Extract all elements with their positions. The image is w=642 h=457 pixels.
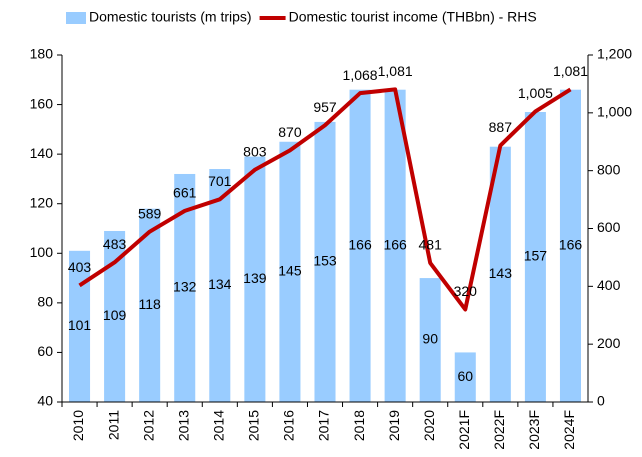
y-tick-label: 100 — [30, 244, 54, 260]
bar — [174, 173, 196, 402]
x-tick-label: 2023F — [526, 410, 542, 450]
line-value-label: 403 — [68, 259, 92, 275]
line — [78, 87, 572, 312]
y2-tick-label: 600 — [597, 219, 621, 235]
line-value-label: 481 — [419, 237, 443, 253]
x-tick-label: 2020 — [421, 410, 437, 441]
y-tick-label: 120 — [30, 194, 54, 210]
line-value-label: 803 — [243, 144, 267, 160]
y-tick-label: 80 — [37, 294, 53, 310]
y2-tick-label: 400 — [597, 277, 621, 293]
legend-label: Domestic tourist income (THBbn) - RHS — [289, 9, 537, 25]
x-tick-label: 2018 — [351, 410, 367, 441]
line-value-label: 957 — [313, 99, 337, 115]
bar-value-label: 153 — [313, 253, 337, 269]
y2-tick-label: 1,000 — [597, 104, 632, 120]
bar — [279, 141, 301, 402]
bar-value-label: 90 — [422, 331, 438, 347]
bar-value-label: 118 — [139, 296, 162, 312]
line-value-label: 1,005 — [518, 85, 553, 101]
line-value-label: 1,081 — [553, 63, 588, 79]
bar — [104, 230, 126, 402]
line-value-label: 661 — [173, 185, 197, 201]
bar-value-label: 166 — [559, 237, 583, 253]
bar-value-label: 143 — [489, 265, 513, 281]
line-value-label: 870 — [278, 124, 302, 140]
x-tick-label: 2011 — [105, 410, 121, 440]
line-value-label: 1,068 — [343, 67, 378, 83]
y2-tick-label: 800 — [597, 161, 621, 177]
line-value-label: 483 — [103, 236, 127, 252]
x-tick-label: 2014 — [211, 410, 227, 441]
line-value-label: 589 — [138, 205, 162, 221]
bar-value-label: 145 — [278, 263, 302, 279]
bar-value-label: 101 — [68, 317, 92, 333]
bar — [209, 169, 231, 402]
bar-value-label: 109 — [103, 307, 127, 323]
y2-tick-label: 1,200 — [597, 46, 632, 62]
bar — [349, 89, 371, 402]
bar-value-label: 157 — [524, 248, 548, 264]
y2-tick-label: 0 — [597, 393, 605, 409]
line-value-label: 701 — [208, 173, 232, 189]
bar — [139, 208, 161, 402]
x-tick-label: 2019 — [386, 410, 402, 441]
bar — [69, 250, 91, 402]
x-tick-label: 2024F — [561, 410, 577, 450]
x-tick-label: 2012 — [140, 410, 156, 441]
y-tick-label: 60 — [37, 343, 53, 359]
x-tick-label: 2015 — [246, 410, 262, 441]
x-tick-label: 2010 — [70, 410, 86, 441]
bar — [244, 156, 266, 402]
y-tick-label: 40 — [37, 393, 53, 409]
line-value-label: 320 — [454, 283, 478, 299]
y2-tick-label: 200 — [597, 335, 621, 351]
bar — [384, 89, 406, 402]
bar — [454, 352, 476, 402]
y-tick-label: 140 — [30, 145, 54, 161]
x-tick-label: 2022F — [491, 410, 507, 450]
bar — [419, 278, 441, 402]
bar-value-label: 134 — [208, 276, 232, 292]
bar-value-label: 166 — [383, 237, 407, 253]
line-value-label: 887 — [489, 119, 513, 135]
bar — [314, 121, 336, 403]
x-tick-label: 2013 — [175, 410, 191, 441]
y-tick-label: 180 — [30, 46, 54, 62]
legend-label: Domestic tourists (m trips) — [89, 9, 252, 25]
y-tick-label: 160 — [30, 95, 54, 111]
line-value-label: 1,081 — [378, 63, 413, 79]
x-tick-label: 2021F — [456, 410, 472, 450]
bar-value-label: 139 — [243, 270, 267, 286]
x-tick-label: 2017 — [316, 410, 332, 441]
bar-value-label: 166 — [348, 237, 372, 253]
bar — [559, 89, 581, 402]
bar-value-label: 60 — [457, 368, 473, 384]
bar — [524, 112, 546, 402]
x-tick-label: 2016 — [281, 410, 297, 441]
bar — [489, 146, 511, 402]
legend-swatch — [66, 12, 86, 24]
bar-value-label: 132 — [173, 279, 197, 295]
